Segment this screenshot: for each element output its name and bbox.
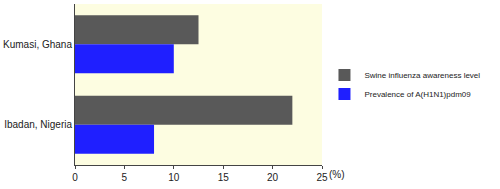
svg-text:25: 25 bbox=[316, 172, 328, 183]
svg-text:Prevalence of A(H1N1)pdm09: Prevalence of A(H1N1)pdm09 bbox=[364, 90, 471, 99]
svg-text:5: 5 bbox=[122, 172, 128, 183]
svg-text:10: 10 bbox=[168, 172, 180, 183]
svg-text:Ibadan, Nigeria: Ibadan, Nigeria bbox=[4, 119, 72, 130]
svg-text:20: 20 bbox=[267, 172, 279, 183]
svg-text:Swine influenza awareness leve: Swine influenza awareness level bbox=[364, 71, 480, 80]
svg-text:(%): (%) bbox=[329, 169, 345, 180]
svg-text:15: 15 bbox=[218, 172, 230, 183]
svg-text:Kumasi, Ghana: Kumasi, Ghana bbox=[3, 39, 72, 50]
svg-text:0: 0 bbox=[72, 172, 78, 183]
